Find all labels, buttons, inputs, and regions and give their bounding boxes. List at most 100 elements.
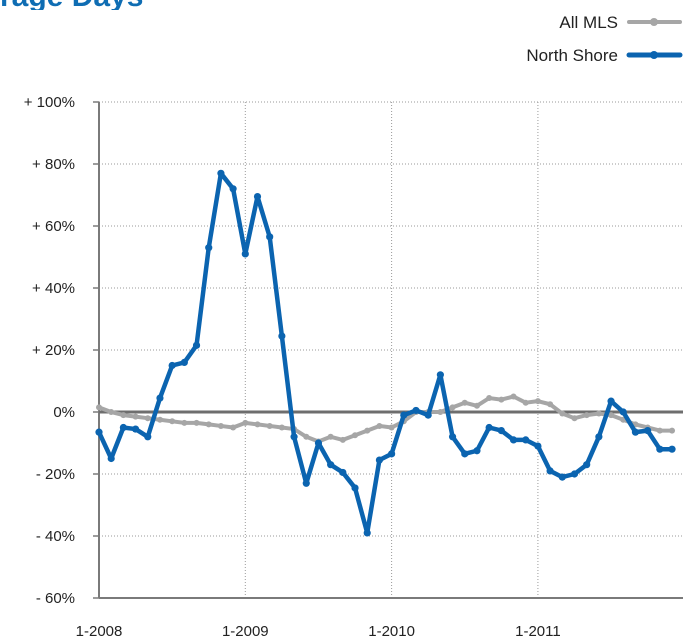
data-point: [668, 445, 676, 453]
y-tick-label: + 80%: [32, 156, 75, 173]
data-point: [570, 470, 579, 478]
data-point: [559, 410, 566, 417]
data-point: [461, 450, 469, 458]
data-point: [119, 423, 127, 432]
data-point: [595, 410, 602, 417]
y-tick-label: - 20%: [36, 466, 75, 483]
data-point: [595, 433, 603, 441]
data-point: [510, 393, 517, 400]
data-point: [144, 415, 151, 422]
data-point: [95, 428, 103, 436]
data-point: [314, 439, 323, 447]
data-point: [437, 409, 444, 415]
data-point: [448, 433, 457, 441]
data-point: [266, 233, 274, 241]
data-point: [522, 436, 530, 444]
data-point: [156, 416, 163, 423]
data-point: [412, 406, 420, 415]
data-point: [144, 433, 152, 441]
data-point: [339, 468, 347, 477]
data-point: [327, 433, 334, 440]
data-point: [266, 422, 273, 429]
data-point: [108, 409, 115, 415]
data-point: [461, 399, 468, 406]
y-tick-label: + 40%: [32, 280, 75, 297]
data-point: [107, 454, 115, 463]
data-point: [558, 473, 566, 481]
y-tick-label: + 20%: [32, 342, 75, 359]
data-point: [522, 399, 529, 406]
data-point: [619, 408, 627, 416]
data-point: [192, 341, 201, 349]
series-line-north-shore: [96, 171, 675, 536]
data-point: [449, 404, 456, 411]
data-point: [278, 332, 286, 340]
data-point: [534, 398, 541, 405]
data-point: [608, 412, 615, 419]
data-point: [644, 427, 652, 435]
data-point: [486, 395, 493, 402]
data-point: [375, 456, 384, 464]
chart-title-fragment: rage Days: [0, 0, 360, 10]
data-point: [181, 419, 188, 426]
data-point: [546, 467, 554, 475]
data-point: [388, 450, 396, 458]
data-point: [217, 169, 225, 177]
data-point: [364, 427, 371, 434]
data-point: [302, 479, 310, 487]
data-point: [583, 412, 590, 419]
y-tick-label: - 60%: [36, 590, 75, 607]
x-tick-labels: 1-2008 1-2009 1-2010 1-2011: [76, 623, 561, 639]
data-point: [388, 424, 395, 431]
data-point: [290, 433, 298, 441]
y-tick-labels: + 100% + 80% + 60% + 40% + 20% 0% - 20% - 40% - …: [24, 94, 75, 607]
x-tick-label: 1-2009: [222, 623, 269, 639]
data-point: [241, 250, 249, 258]
legend-marker: [650, 51, 658, 59]
data-point: [363, 529, 371, 537]
data-point: [436, 371, 444, 379]
data-point: [131, 425, 140, 433]
data-point: [205, 421, 212, 428]
axes: [93, 101, 683, 599]
data-point: [253, 192, 262, 201]
data-point: [509, 436, 518, 444]
data-point: [571, 415, 578, 422]
data-point: [631, 428, 640, 436]
y-tick-label: - 40%: [36, 528, 75, 545]
data-point: [534, 442, 542, 450]
data-point: [656, 427, 663, 434]
data-point: [132, 413, 139, 420]
data-point: [400, 411, 408, 419]
data-point: [376, 422, 383, 429]
data-point: [352, 432, 359, 439]
gridlines: [99, 101, 683, 599]
y-tick-label: + 100%: [24, 94, 75, 111]
data-point: [180, 358, 188, 366]
legend-marker: [650, 18, 658, 26]
data-point: [583, 461, 591, 469]
data-point: [498, 396, 505, 403]
data-point: [669, 427, 676, 434]
data-point: [193, 419, 200, 426]
legend-label: All MLS: [559, 13, 618, 32]
data-point: [120, 412, 127, 419]
data-point: [497, 427, 505, 435]
data-point: [278, 424, 285, 431]
data-point: [424, 411, 432, 419]
chart-title-text: rage Days: [0, 0, 143, 10]
data-point: [229, 185, 237, 193]
data-point: [96, 404, 102, 411]
data-point: [607, 397, 615, 405]
data-point: [303, 433, 310, 440]
x-tick-label: 1-2011: [515, 623, 561, 639]
y-tick-label: 0%: [53, 404, 75, 421]
data-point: [339, 436, 346, 443]
data-point: [242, 419, 249, 426]
legend-label: North Shore: [526, 46, 618, 65]
data-point: [156, 394, 164, 402]
x-tick-label: 1-2010: [368, 623, 415, 639]
data-point: [205, 244, 213, 252]
data-point: [547, 401, 554, 408]
